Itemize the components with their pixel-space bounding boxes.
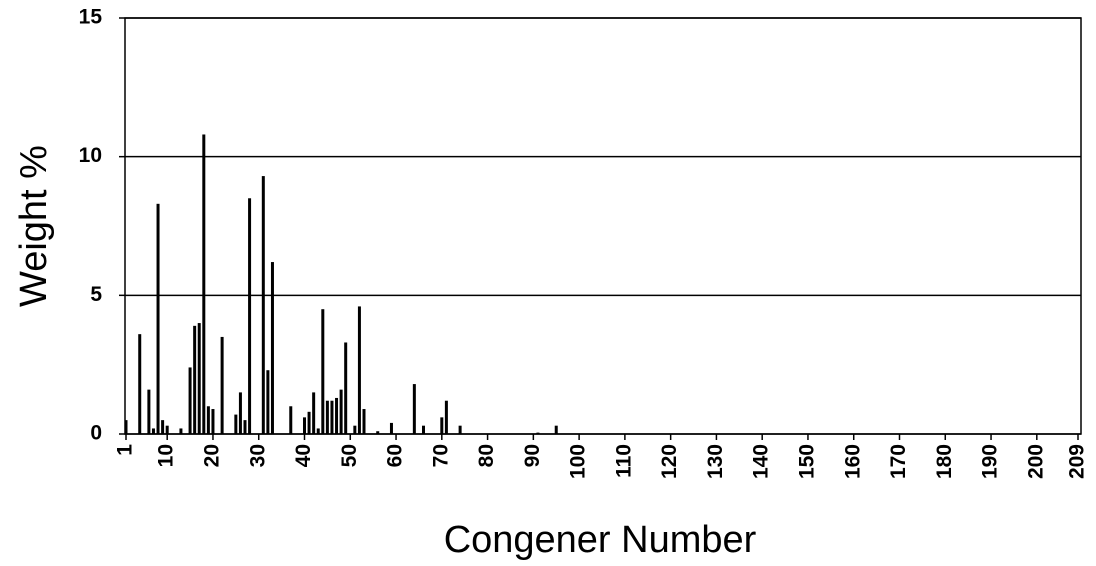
x-tick-label: 120 (658, 444, 681, 479)
bar (444, 400, 448, 434)
bar (179, 428, 183, 434)
bar (165, 425, 169, 434)
bar (422, 425, 425, 434)
bar (261, 176, 265, 434)
bar (197, 323, 201, 434)
bar (303, 417, 306, 434)
bar (188, 367, 192, 434)
bar (353, 425, 357, 434)
bar (412, 384, 416, 434)
bar (151, 428, 155, 434)
bar (307, 411, 311, 434)
bar (440, 417, 444, 434)
bar (270, 262, 274, 434)
bar (220, 336, 224, 434)
bar (124, 420, 128, 434)
bar (243, 420, 247, 434)
bar (266, 370, 270, 434)
bar (312, 392, 316, 434)
x-tick-label: 100 (567, 444, 590, 479)
x-tick-label: 170 (887, 444, 910, 479)
bar (238, 392, 242, 434)
x-tick-label: 209 (1066, 444, 1089, 479)
y-tick-label: 10 (79, 144, 102, 167)
x-tick-label: 180 (933, 444, 956, 479)
x-tick-label: 110 (612, 444, 635, 478)
x-tick-label: 20 (201, 444, 224, 467)
bar (248, 198, 252, 434)
y-axis-title: Weight % (13, 145, 55, 307)
bar (211, 409, 215, 434)
y-tick-label: 15 (79, 6, 103, 29)
y-tick-label: 0 (90, 422, 102, 445)
bar (458, 425, 462, 434)
x-tick-label: 40 (292, 444, 315, 467)
x-tick-label: 130 (704, 444, 727, 479)
plot-frame (124, 17, 1082, 435)
x-tick-label: 50 (338, 444, 361, 467)
bar (234, 414, 238, 434)
x-tick-label: 60 (384, 444, 407, 467)
bar (362, 409, 366, 434)
bar (316, 428, 320, 434)
bar (193, 325, 197, 434)
bar (376, 431, 380, 434)
x-tick-label: 10 (155, 444, 178, 467)
y-tick-label: 5 (90, 283, 102, 306)
bar (344, 342, 348, 434)
bar (289, 406, 293, 434)
bar (206, 406, 210, 434)
x-tick-label: 190 (979, 444, 1002, 479)
bar (138, 334, 142, 434)
x-axis-title: Congener Number (444, 519, 757, 561)
bar (202, 134, 206, 435)
bar (389, 422, 393, 434)
x-tick-label: 1 (114, 444, 137, 456)
x-tick-label: 70 (429, 444, 452, 467)
bar (330, 400, 334, 434)
bar (161, 420, 165, 434)
bar (554, 425, 558, 434)
x-tick-label: 30 (246, 444, 269, 467)
x-tick-label: 80 (475, 444, 498, 467)
x-tick-label: 200 (1024, 444, 1047, 479)
bar (335, 397, 339, 434)
bar (156, 203, 160, 434)
x-tick-label: 90 (521, 444, 544, 467)
x-tick-label: 140 (750, 444, 773, 479)
x-tick-label: 150 (796, 444, 819, 479)
bar (147, 389, 151, 434)
bar (325, 400, 329, 434)
bar (339, 389, 343, 434)
x-tick-label: 160 (841, 444, 864, 479)
bar (321, 309, 325, 434)
bar (357, 306, 361, 434)
